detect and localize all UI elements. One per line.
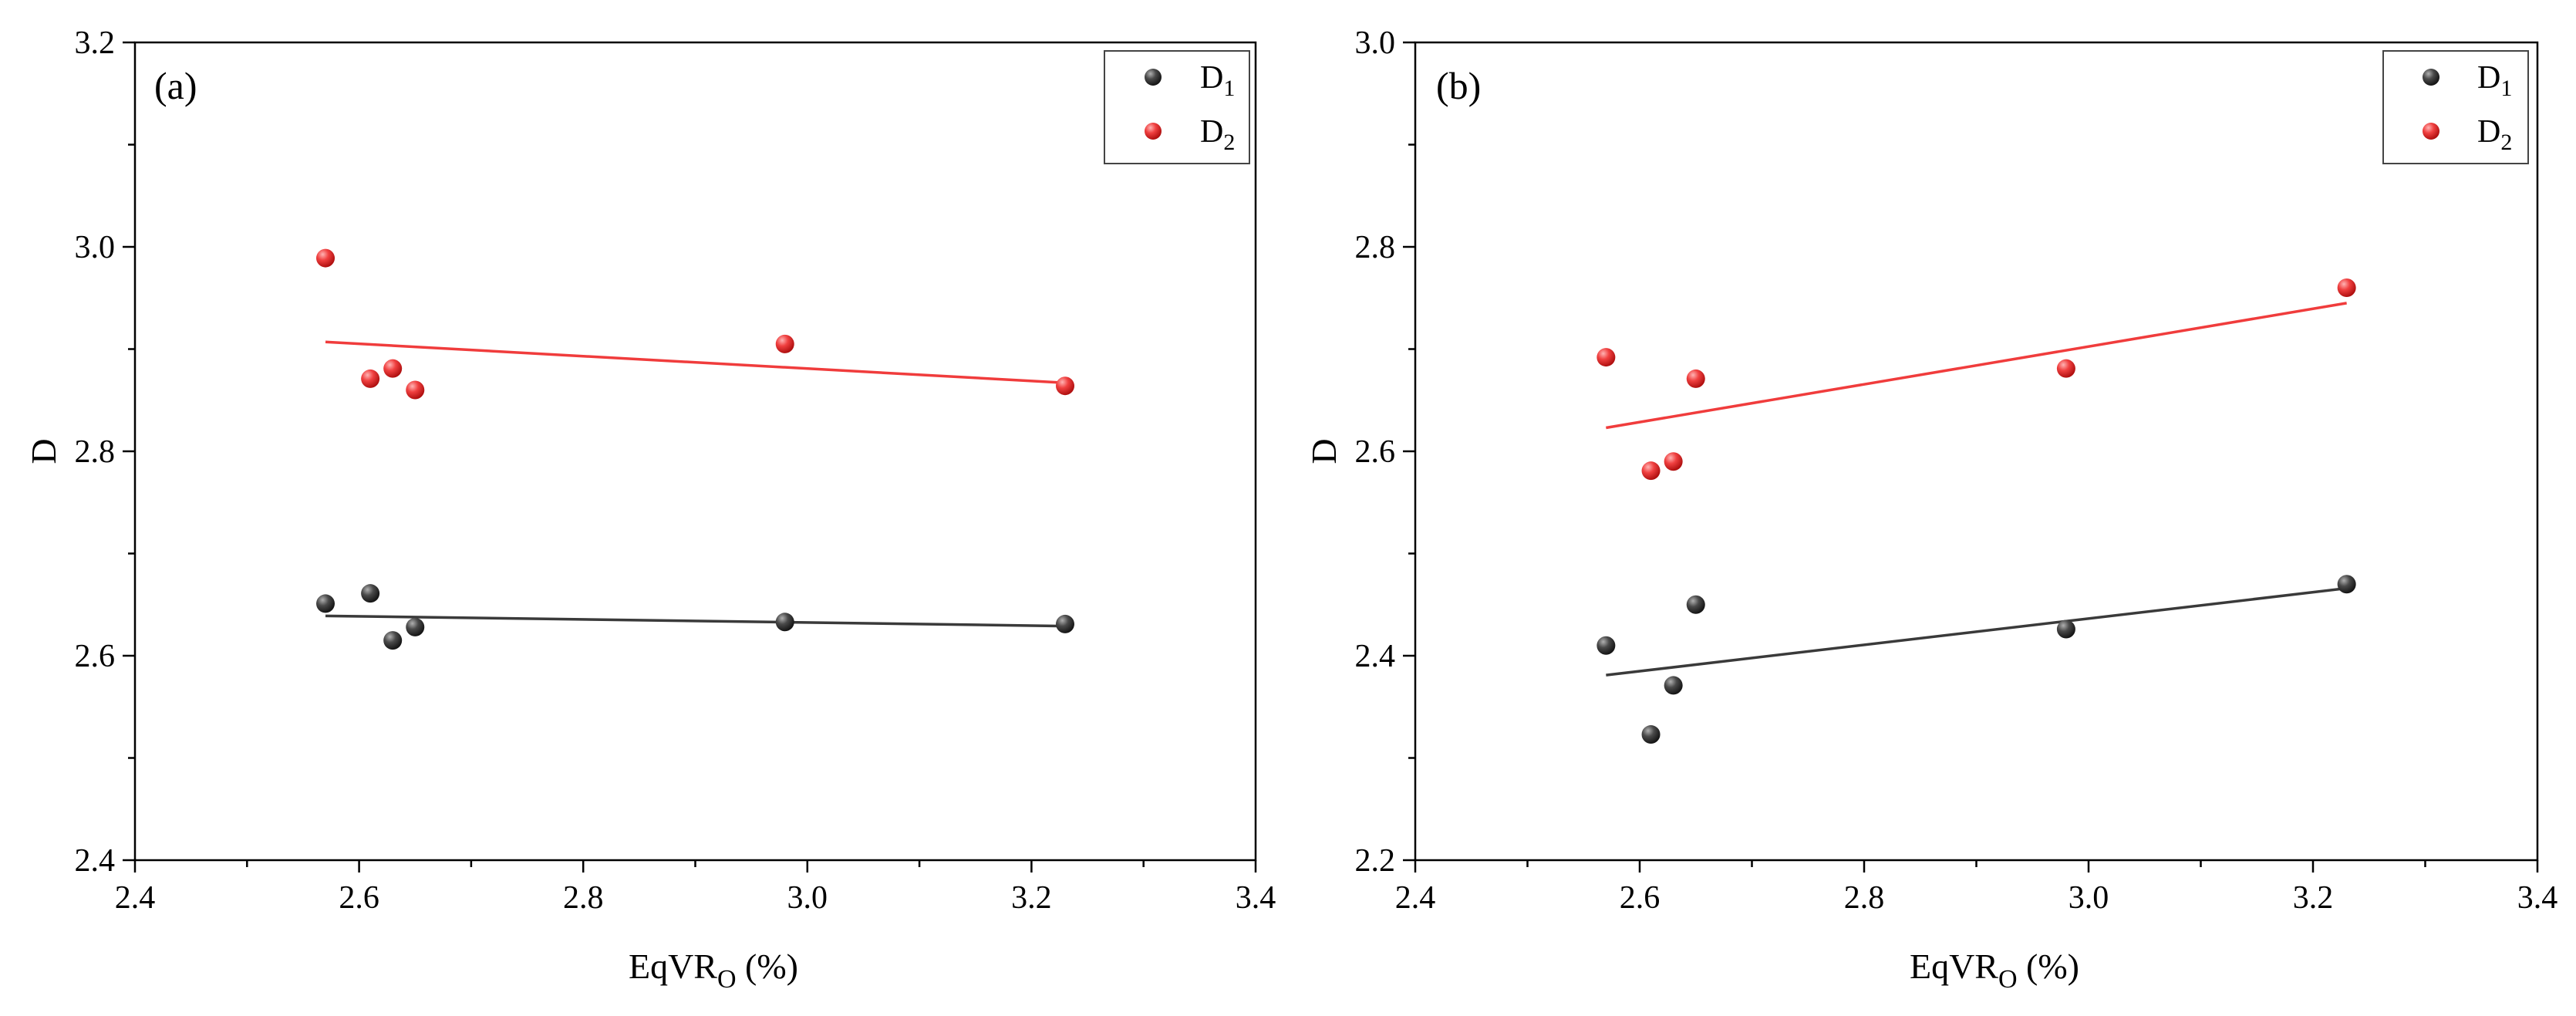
point-d1	[2337, 575, 2356, 594]
point-d1	[406, 617, 425, 636]
fit-line-d1	[1606, 586, 2347, 677]
plot-frame	[133, 41, 1257, 862]
x-tick-label: 3.2	[2293, 880, 2334, 916]
x-axis-title: EqVRO (%)	[1910, 947, 2079, 994]
x-axis-title-main: EqVR	[1910, 947, 1998, 986]
legend-marker-d1	[2423, 69, 2439, 86]
panel-b: (b) D EqVRO (%) D1 D2 2.4 2.6 2.8 3.0 3.2 3.4…	[1304, 25, 2557, 994]
legend-marker-d1	[1145, 69, 1162, 86]
point-d1	[1597, 636, 1616, 655]
y-tick-label: 3.2	[75, 25, 116, 61]
point-d2	[2056, 359, 2075, 378]
x-axis-title-suffix: (%)	[737, 947, 798, 986]
point-d1	[361, 584, 380, 603]
x-axis-title-main: EqVR	[629, 947, 717, 986]
legend-marker-d2	[1145, 123, 1162, 140]
legend-box	[1104, 50, 1250, 164]
x-tick-label: 2.6	[339, 880, 379, 916]
point-d1	[2056, 619, 2075, 639]
point-d1	[1641, 725, 1661, 744]
point-d1	[775, 613, 794, 632]
x-tick-label: 2.8	[563, 880, 604, 916]
panel-label: (a)	[154, 64, 197, 107]
y-tick-label: 2.8	[1355, 230, 1396, 265]
x-axis-title-sub: O	[717, 965, 737, 994]
fit-line-d1	[325, 614, 1066, 628]
point-d1	[316, 594, 335, 613]
x-tick-label: 2.4	[115, 880, 156, 916]
y-tick-label: 3.0	[75, 230, 116, 265]
x-tick-label: 3.0	[2069, 880, 2109, 916]
x-tick-label: 2.4	[1395, 880, 1436, 916]
x-tick-label: 2.8	[1844, 880, 1885, 916]
point-d2	[1664, 452, 1683, 471]
point-d2	[406, 380, 425, 400]
point-d2	[775, 334, 794, 353]
panel-a: (a) D EqVRO (%) D1 D2 2.4 2.6 2.8 3.0 3.2 3.4…	[24, 25, 1276, 994]
point-d2	[1641, 461, 1661, 481]
x-tick-label: 3.2	[1011, 880, 1052, 916]
y-axis-title: D	[24, 438, 63, 464]
x-axis-title: EqVRO (%)	[629, 947, 798, 994]
x-tick-label: 2.6	[1620, 880, 1661, 916]
panel-label: (b)	[1436, 64, 1481, 107]
point-d1	[1664, 676, 1683, 695]
fit-line-d2	[325, 340, 1066, 384]
point-d2	[1597, 348, 1616, 367]
legend: D1 D2	[2382, 50, 2529, 164]
y-tick-label: 2.8	[75, 434, 116, 470]
legend-label-d2: D2	[1200, 114, 1235, 155]
y-axis-title: D	[1304, 438, 1344, 464]
y-tick-label: 2.6	[1355, 434, 1396, 470]
legend: D1 D2	[1104, 50, 1250, 164]
point-d2	[1686, 369, 1705, 388]
point-d2	[383, 359, 403, 378]
fit-line-d2	[1606, 302, 2347, 430]
point-d1	[1055, 614, 1074, 633]
x-tick-label: 3.0	[787, 880, 828, 916]
point-d1	[1686, 595, 1705, 614]
x-tick-label: 3.4	[1236, 880, 1276, 916]
y-tick-label: 3.0	[1355, 25, 1396, 61]
legend-label-d1: D1	[2477, 60, 2512, 101]
legend-box	[2382, 50, 2529, 164]
y-tick-label: 2.4	[75, 843, 116, 879]
y-tick-label: 2.6	[75, 639, 116, 674]
point-d2	[1055, 376, 1074, 396]
x-axis-title-suffix: (%)	[2018, 947, 2079, 986]
plot-frame	[1414, 41, 2539, 862]
x-axis-title-sub: O	[1998, 965, 2018, 994]
point-d2	[2337, 278, 2356, 297]
y-tick-label: 2.4	[1355, 639, 1396, 674]
legend-label-d2: D2	[2477, 114, 2512, 155]
point-d2	[316, 248, 335, 268]
point-d1	[383, 631, 403, 650]
y-tick-label: 2.2	[1355, 843, 1396, 879]
legend-marker-d2	[2423, 123, 2439, 140]
legend-label-d1: D1	[1200, 60, 1235, 101]
x-tick-label: 3.4	[2517, 880, 2558, 916]
point-d2	[361, 369, 380, 388]
